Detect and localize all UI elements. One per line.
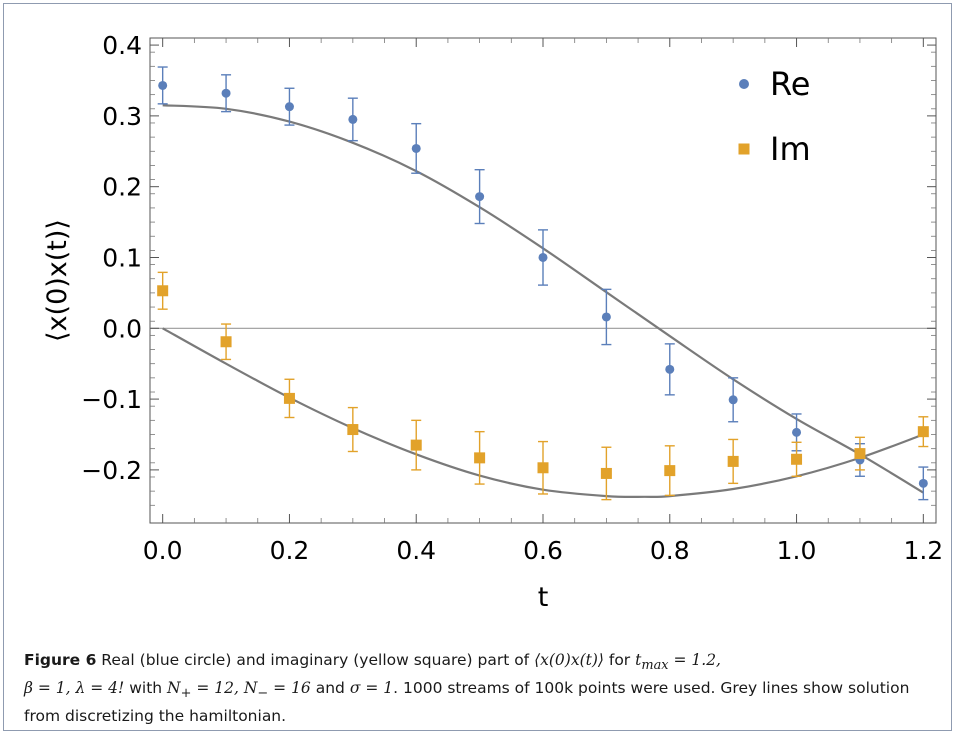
re-point <box>221 88 231 98</box>
legend-re-marker <box>739 79 749 89</box>
y-tick-label: 0.3 <box>102 102 142 131</box>
caption-math-7-sub: − <box>257 686 269 702</box>
re-point <box>728 395 738 405</box>
im-point <box>283 392 295 404</box>
caption-math-5: N <box>167 679 181 698</box>
x-tick-label: 0.8 <box>650 536 690 565</box>
re-point <box>284 102 294 112</box>
legend-label-im: Im <box>770 130 811 168</box>
re-point <box>538 252 548 262</box>
im-point <box>854 448 866 460</box>
caption-math-8: = 16 <box>268 679 311 698</box>
caption-math-9: σ = 1 <box>349 679 394 698</box>
x-tick-label: 0.4 <box>396 536 436 565</box>
im-point <box>220 336 232 348</box>
caption-math-3: = 1.2, <box>668 651 721 669</box>
y-tick-label: 0.0 <box>102 314 142 343</box>
caption-math-1: ⟨x(0)x(t)⟩ <box>534 651 604 669</box>
re-point <box>411 143 421 153</box>
caption-math-6: = 12, <box>191 679 244 698</box>
re-point <box>792 427 802 437</box>
y-tick-label: 0.2 <box>102 173 142 202</box>
caption-text-1: Real (blue circle) and imaginary (yellow… <box>96 651 535 669</box>
figure-frame: 0.0 0.2 0.4 0.6 0.8 1.0 1.2 0.4 0.3 0.2 0.1 0.0 −0.1… <box>3 3 952 731</box>
im-point <box>537 462 549 474</box>
im-point <box>664 465 676 477</box>
x-tick-label: 0.6 <box>523 536 563 565</box>
caption-label: Figure 6 <box>24 651 97 669</box>
re-point <box>665 364 675 374</box>
data-markers <box>157 80 929 488</box>
caption-text-4: and <box>310 679 350 698</box>
error-bars <box>157 66 929 501</box>
im-point <box>727 455 739 467</box>
caption-math-5-sub: + <box>180 686 192 702</box>
im-point <box>157 285 169 297</box>
im-point <box>474 452 486 464</box>
re-point <box>348 114 358 124</box>
caption-text-5: . 1000 streams of 100k points were used.… <box>24 679 910 726</box>
re-point <box>475 192 485 202</box>
legend-label-re: Re <box>770 65 810 103</box>
caption-math-7: N <box>243 679 258 698</box>
im-point <box>410 439 422 451</box>
caption-math-2-sub: max <box>641 658 669 674</box>
legend-im-marker <box>738 143 750 155</box>
y-tick-label: 0.1 <box>102 243 142 272</box>
im-point <box>917 426 929 438</box>
im-point <box>600 467 612 479</box>
x-tick-label: 0.2 <box>270 536 310 565</box>
re-point <box>918 478 928 488</box>
x-tick-label: 0.0 <box>143 536 183 565</box>
y-tick-label: −0.1 <box>81 385 142 414</box>
caption-math-4: β = 1, λ = 4! <box>24 679 125 698</box>
x-tick-label: 1.2 <box>903 536 943 565</box>
y-tick-label: −0.2 <box>81 456 142 485</box>
re-point <box>601 312 611 322</box>
x-axis-title: t <box>538 582 549 613</box>
axis-ticks: 0.0 0.2 0.4 0.6 0.8 1.0 1.2 0.4 0.3 0.2 0.1 0.0 −0.1… <box>81 31 943 565</box>
chart: 0.0 0.2 0.4 0.6 0.8 1.0 1.2 0.4 0.3 0.2 0.1 0.0 −0.1… <box>42 31 943 613</box>
re-point <box>158 80 168 90</box>
im-point <box>347 424 359 436</box>
legend: Re Im <box>738 65 811 168</box>
caption-math-2: t <box>635 651 642 669</box>
figure-caption: Figure 6 Real (blue circle) and imaginar… <box>24 649 939 727</box>
caption-text-3: with <box>124 679 168 698</box>
im-point <box>791 453 803 465</box>
y-axis-title: ⟨x(0)x(t)⟩ <box>42 219 73 342</box>
caption-text-2: for <box>603 651 636 669</box>
y-tick-label: 0.4 <box>102 31 142 60</box>
x-tick-label: 1.0 <box>777 536 817 565</box>
